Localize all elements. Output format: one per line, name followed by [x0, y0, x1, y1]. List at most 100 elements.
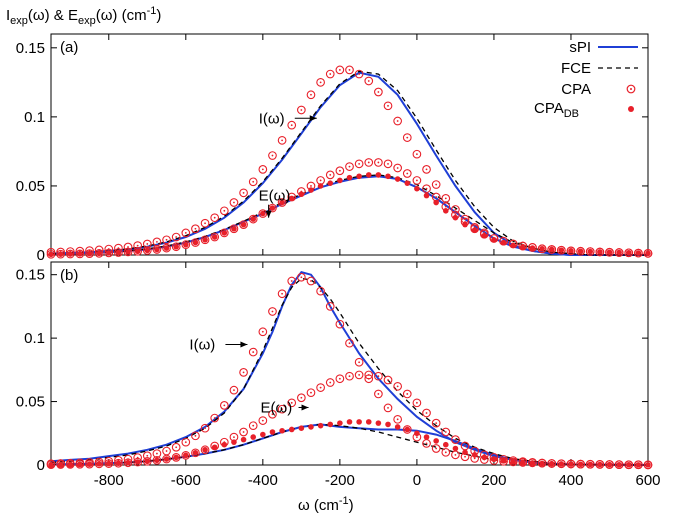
series-cpa-i-point	[258, 327, 268, 337]
series-cpa-e-point	[431, 418, 441, 428]
series-cpa-e-point-center	[387, 379, 389, 381]
legend-swatch-cpa-dot	[630, 88, 632, 90]
series-cpa-i-point-center	[213, 417, 216, 419]
series-cpa-db-e-point	[635, 462, 642, 468]
series-cpa-i-point	[393, 116, 402, 126]
series-cpa-db-e-point	[327, 180, 334, 186]
series-cpa-db-e-point	[529, 245, 536, 251]
series-cpa-e-point	[393, 163, 402, 173]
series-cpa-e-point	[576, 459, 585, 469]
series-cpa-e-point	[402, 389, 412, 399]
series-cpa-i-point	[441, 194, 451, 203]
series-cpa-db-e-point	[481, 232, 488, 239]
series-cpa-i-point-center	[213, 216, 216, 219]
series-cpa-db-e-point	[433, 199, 439, 206]
series-cpa-i-point-center	[242, 191, 245, 194]
series-cpa-e-point	[354, 159, 364, 169]
series-cpa-db-e-point	[616, 461, 622, 468]
series-cpa-e-point-center	[310, 391, 312, 394]
series-cpa-i-point	[383, 101, 393, 111]
series-cpa-i-point	[239, 368, 248, 377]
series-cpa-db-e-point	[394, 176, 401, 182]
series-cpa-e-point	[65, 460, 75, 469]
series-cpa-e-point	[624, 460, 634, 470]
series-cpa-db-e-point	[346, 174, 353, 181]
series-cpa-i-point	[191, 431, 200, 441]
series-cpa-i-point-center	[204, 427, 206, 430]
series-cpa-i-point	[277, 136, 287, 145]
series-cpa-e-point-center	[319, 386, 322, 389]
series-cpa-e-point-center	[444, 431, 447, 433]
series-cpa-e-point	[200, 445, 210, 455]
series-cpa-e-point	[393, 381, 402, 391]
series-cpa-db-e-point	[337, 420, 343, 426]
series-cpa-i-point-center	[396, 418, 399, 421]
series-cpa-e-point-center	[387, 162, 389, 165]
series-cpa-i-point-center	[300, 109, 303, 111]
series-cpa-e-point	[374, 371, 383, 381]
series-cpa-db-e-point	[558, 461, 565, 467]
series-cpa-e-point	[614, 248, 624, 257]
series-cpa-i-point-center	[367, 80, 370, 82]
series-cpa-i-point-center	[338, 323, 341, 326]
series-cpa-db-e-point	[423, 434, 430, 440]
series-cpa-db-e-point	[57, 251, 64, 257]
series-cpa-e-point-center	[300, 396, 303, 399]
series-cpa-e-point-center	[454, 438, 457, 441]
series-cpa-db-e-point	[442, 208, 449, 214]
series-cpa-e-point	[624, 248, 634, 258]
series-cpa-e-point	[104, 459, 114, 468]
series-cpa-db-e-point	[365, 419, 372, 425]
series-cpa-i-point-center	[271, 154, 274, 157]
series-cpa-e-point	[566, 246, 576, 256]
series-cpa-i-point-center	[348, 342, 351, 345]
series-cpa-i-point-center	[281, 292, 283, 295]
series-cpa-e-point	[585, 459, 595, 469]
series-cpa-i-point	[152, 449, 162, 458]
series-cpa-e-point	[191, 448, 200, 458]
legend-label-cpa: CPA	[561, 81, 591, 98]
series-cpa-e-point	[133, 246, 143, 256]
series-cpa-i-point-center	[271, 310, 274, 313]
series-cpa-i-point-center	[377, 393, 380, 395]
series-cpa-e-point	[345, 371, 354, 381]
series-cpa-e-point	[335, 374, 345, 384]
series-cpa-i-point-center	[233, 201, 235, 204]
series-cpa-i-point	[393, 414, 402, 424]
series-cpa-e-point-center	[271, 413, 274, 416]
series-cpa-i-point	[191, 224, 200, 234]
series-cpa-db-e-point	[442, 441, 449, 448]
series-cpa-db-e-point	[375, 172, 382, 178]
series-cpa-i-point-center	[329, 73, 332, 75]
series-cpa-i-point	[210, 413, 220, 423]
series-cpa-db-e-point	[260, 431, 266, 438]
series-cpa-e-point-center	[406, 172, 409, 175]
series-cpa-db-e-point	[105, 250, 112, 256]
series-cpa-db-e-point	[308, 424, 314, 430]
series-cpa-i-point	[210, 213, 220, 223]
series-cpa-e-point-center	[377, 375, 380, 378]
series-cpa-db-e-point	[298, 425, 305, 432]
series-cpa-e-point	[46, 249, 56, 259]
series-cpa-i-point	[171, 442, 181, 452]
series-cpa-e-point	[383, 375, 393, 385]
series-cpa-i-point-center	[194, 227, 197, 230]
series-cpa-db-e-point	[48, 461, 54, 468]
series-cpa-e-point	[614, 460, 624, 469]
series-cpa-i-point	[268, 151, 277, 160]
series-cpa-i-point	[325, 302, 335, 311]
series-cpa-i-point	[297, 105, 306, 115]
series-cpa-e-point	[210, 232, 220, 242]
annotation-e: E(ω)	[259, 188, 291, 205]
series-cpa-e-point	[422, 408, 431, 418]
x-tick-label: 200	[481, 472, 506, 489]
series-cpa-e-point	[104, 248, 114, 258]
series-cpa-db-e-point	[568, 248, 574, 254]
series-cpa-i-point-center	[310, 93, 312, 96]
series-cpa-e-point-center	[377, 161, 380, 164]
series-cpa-db-e-point	[635, 250, 642, 256]
series-cpa-e-point-center	[233, 436, 235, 438]
series-cpa-db-e-point	[471, 227, 478, 233]
series-cpa-e-point	[248, 214, 258, 224]
